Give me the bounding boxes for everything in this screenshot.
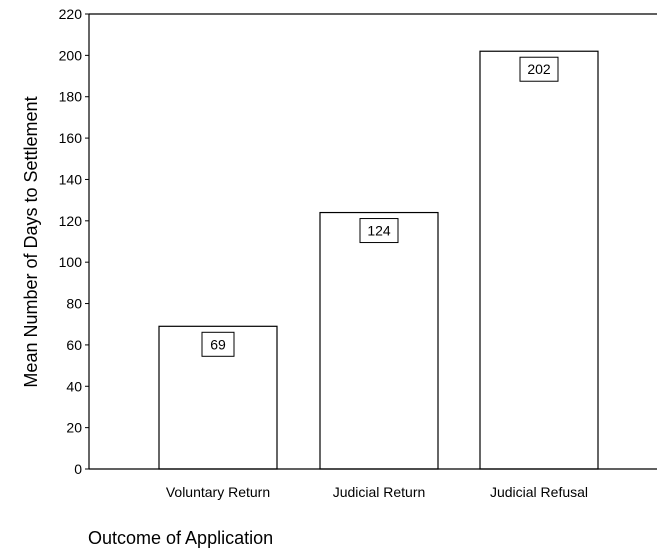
bar [479, 50, 599, 470]
y-tick-label: 0 [74, 461, 82, 477]
data-label-box [201, 331, 235, 357]
bar [319, 211, 439, 470]
y-tick-label: 100 [59, 254, 83, 270]
data-label-box [519, 56, 559, 82]
y-tick-label: 200 [59, 47, 83, 63]
y-tick-label: 120 [59, 213, 83, 229]
y-tick-label: 60 [66, 337, 82, 353]
y-tick-label: 180 [59, 89, 83, 105]
y-tick-label: 80 [66, 296, 82, 312]
y-axis-title: Mean Number of Days to Settlement [21, 96, 41, 387]
y-tick-label: 40 [66, 378, 82, 394]
data-label-box [359, 218, 399, 244]
x-category-label: Voluntary Return [166, 484, 270, 500]
y-axis-ticks: 0 20 40 60 80 100 120 140 160 180 200 220 [59, 6, 89, 477]
data-label: 69 [210, 336, 226, 352]
y-tick-label: 220 [59, 6, 83, 22]
data-label: 124 [367, 223, 391, 239]
y-tick-label: 140 [59, 171, 83, 187]
y-tick-label: 20 [66, 420, 82, 436]
x-axis-category-labels: Voluntary Return Judicial Return Judicial … [166, 484, 588, 500]
y-tick-label: 160 [59, 130, 83, 146]
data-label: 202 [527, 61, 551, 77]
x-category-label: Judicial Return [333, 484, 426, 500]
x-category-label: Judicial Refusal [490, 484, 588, 500]
x-axis-title: Outcome of Application [88, 528, 273, 548]
bars: 69 124 202 [158, 50, 599, 470]
